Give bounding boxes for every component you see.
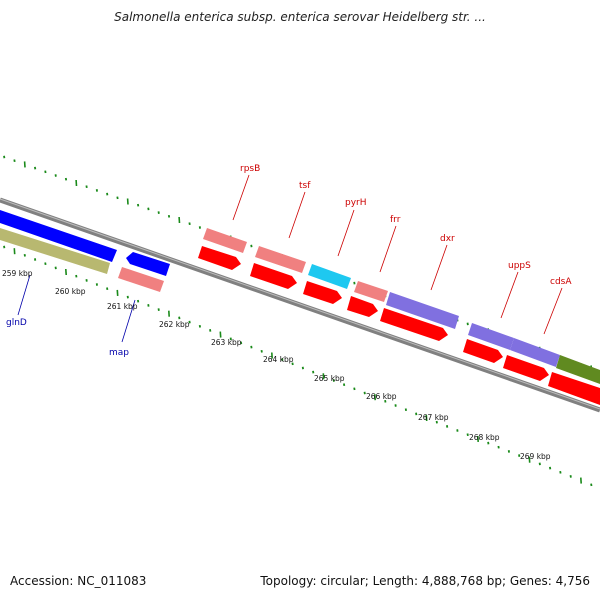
gene-cdsA-lower-feature[interactable]: [503, 355, 549, 381]
leader-glnD: [17, 274, 31, 316]
gene-label-glnD[interactable]: glnD: [6, 318, 27, 328]
gene-label-uppS[interactable]: uppS: [508, 261, 531, 271]
scale-label: 262 kbp: [159, 320, 190, 329]
gene-label-dxr[interactable]: dxr: [440, 234, 455, 244]
inner-tick-track: [3, 245, 593, 487]
leader-uppS: [500, 271, 519, 319]
scale-label: 259 kbp: [2, 269, 33, 278]
scale-label: 268 kbp: [469, 433, 500, 442]
gene-frr-lower-feature[interactable]: [347, 296, 378, 317]
gene-tsf-lower-feature[interactable]: [250, 263, 297, 289]
scale-label: 260 kbp: [55, 287, 86, 296]
leader-map: [121, 299, 136, 343]
scale-label: 267 kbp: [418, 413, 449, 422]
scale-label: 261 kbp: [107, 302, 138, 311]
leader-frr: [379, 225, 397, 273]
gene-uppS-lower-feature[interactable]: [463, 339, 503, 363]
accession-label: Accession: NC_011083: [10, 574, 147, 588]
gene-label-rpsB[interactable]: rpsB: [240, 164, 260, 174]
gene-pyrH-lower-feature[interactable]: [303, 281, 342, 304]
genome-summary-label: Topology: circular; Length: 4,888,768 bp…: [260, 574, 590, 588]
gene-label-tsf[interactable]: tsf: [299, 181, 311, 191]
gene-rpsB-lower-feature[interactable]: [198, 246, 241, 270]
gene-leader-lines: [17, 174, 563, 343]
backbone-highlight: [0, 198, 600, 410]
scale-label: 269 kbp: [520, 452, 551, 461]
leader-rpsB: [232, 174, 250, 221]
gene-uppS-feature[interactable]: [468, 323, 514, 350]
backbone-line: [0, 197, 600, 413]
leader-tsf: [288, 191, 306, 239]
gene-olive-feature[interactable]: [556, 355, 600, 384]
reverse-strand-features: [0, 228, 600, 405]
scale-label: 264 kbp: [263, 355, 294, 364]
gene-label-frr[interactable]: frr: [390, 215, 401, 225]
gene-labels: glnD map rpsB tsf pyrH frr dxr uppS cdsA: [6, 164, 572, 358]
gene-label-pyrH[interactable]: pyrH: [345, 198, 367, 208]
gene-label-map[interactable]: map: [109, 348, 129, 358]
scale-label: 265 kbp: [314, 374, 345, 383]
leader-pyrH: [337, 209, 355, 257]
gene-pyrH-feature[interactable]: [308, 264, 351, 289]
gene-frr-feature[interactable]: [354, 281, 388, 302]
forward-strand-features: [0, 210, 600, 384]
leader-dxr: [430, 244, 448, 291]
gene-map-arrow-feature[interactable]: [126, 252, 170, 276]
gene-map-feature[interactable]: [118, 267, 164, 292]
gene-dxr-lower-feature[interactable]: [380, 308, 448, 341]
gene-rpsB-feature[interactable]: [203, 228, 247, 253]
gene-end-lower-feature[interactable]: [548, 372, 600, 405]
gene-dxr-feature[interactable]: [386, 292, 459, 329]
map-title: Salmonella enterica subsp. enterica sero…: [114, 10, 486, 24]
gene-label-cdsA[interactable]: cdsA: [550, 277, 572, 287]
scale-label: 266 kbp: [366, 392, 397, 401]
gene-glnD-feature[interactable]: [0, 210, 117, 262]
leader-cdsA: [543, 287, 563, 335]
scale-labels: 259 kbp 260 kbp 261 kbp 262 kbp 263 kbp …: [2, 269, 551, 461]
gene-cdsA-feature[interactable]: [510, 338, 560, 367]
gene-olive-lower-feature[interactable]: [0, 228, 110, 274]
gene-tsf-feature[interactable]: [255, 246, 306, 273]
scale-label: 263 kbp: [211, 338, 242, 347]
